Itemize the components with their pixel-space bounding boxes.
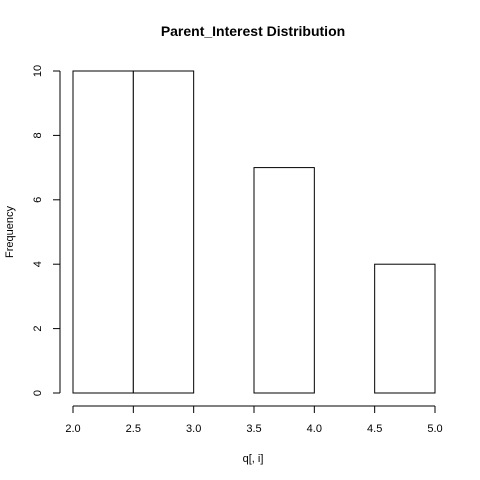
y-tick-label: 8 [32,132,44,138]
y-tick-label: 0 [32,390,44,396]
x-tick-label: 4.5 [367,423,382,435]
y-tick-label: 2 [32,326,44,332]
x-tick-label: 5.0 [427,423,442,435]
x-axis: 2.0 2.5 3.0 3.5 4.0 4.5 5.0 [65,405,443,435]
y-tick-label: 10 [32,65,44,77]
x-tick-label: 2.0 [65,423,80,435]
y-axis-label: Frequency [4,206,16,258]
y-tick-label: 4 [32,261,44,267]
histogram-bar [253,167,315,394]
histogram-bar [72,70,134,394]
bars-group [72,70,436,394]
x-axis-label: q[, i] [243,453,264,465]
x-tick-label: 3.0 [186,423,201,435]
y-tick-label: 6 [32,197,44,203]
chart-title: Parent_Interest Distribution [161,23,345,39]
histogram-bar [374,263,436,394]
y-axis: 0 2 4 6 8 10 [32,65,61,396]
x-tick-label: 4.0 [307,423,322,435]
x-tick-label: 3.5 [246,423,261,435]
histogram-bar [132,70,195,394]
x-tick-label: 2.5 [126,423,141,435]
